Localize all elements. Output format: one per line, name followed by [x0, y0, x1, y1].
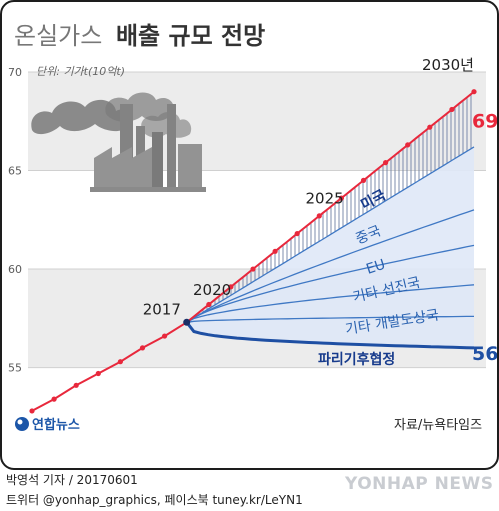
current-path-point-2012 — [73, 382, 79, 388]
reduction-area — [186, 146, 474, 348]
current-path-point-2015 — [139, 345, 146, 351]
current-path-point-2021 — [272, 248, 278, 254]
plot-area — [29, 89, 477, 414]
social-links: 트위터 @yonhap_graphics, 페이스북 tuney.kr/LeYN… — [6, 493, 303, 507]
band-line-4 — [186, 315, 474, 323]
year-label-2017: 2017 — [143, 300, 181, 318]
current-path-point-2028 — [427, 124, 433, 130]
source-label: 자료/뉴욕타임즈 — [394, 418, 482, 433]
current-path-point-2016 — [162, 333, 168, 339]
title-light: 온실가스 — [14, 22, 102, 50]
current-path-point-2026 — [383, 160, 389, 166]
year-label-2030: 2030년 — [422, 56, 474, 74]
yonhap-logo: 연합뉴스 — [15, 417, 80, 433]
year-label-2020: 2020 — [193, 281, 231, 299]
current-path-point-2011 — [51, 396, 57, 402]
y-axis: 55 60 65 70 — [8, 66, 22, 375]
band-line-3 — [186, 284, 475, 323]
current-path-line — [31, 90, 475, 412]
emissions-chart: 온실가스 배출 규모 전망 55 60 65 70 단위: 기가t(10억t) — [8, 22, 497, 433]
footer: 박영석 기자 / 20170601 트위터 @yonhap_graphics, … — [6, 470, 494, 510]
point-2017 — [183, 318, 191, 326]
current-path-point-2014 — [117, 359, 123, 365]
band-label-5: 파리기후협정 — [318, 351, 395, 368]
current-path-point-2027 — [405, 142, 411, 148]
end-value-current: 69 — [472, 111, 497, 133]
yonhap-logo-icon-dot — [17, 419, 23, 425]
band-line-5 — [185, 321, 475, 350]
band-line-1 — [186, 209, 475, 323]
year-label-2025: 2025 — [306, 190, 344, 208]
current-path-point-2020 — [250, 266, 256, 272]
byline: 박영석 기자 / 20170601 — [6, 473, 138, 487]
y-tick-60: 60 — [8, 263, 22, 276]
watermark: YONHAP NEWS — [345, 474, 494, 494]
band-line-0 — [186, 146, 475, 323]
chart-title: 온실가스 배출 규모 전망 — [14, 22, 265, 50]
unit-label: 단위: 기가t(10억t) — [36, 65, 125, 78]
y-tick-55: 55 — [8, 362, 22, 375]
y-tick-70: 70 — [8, 66, 22, 79]
current-path-point-2010 — [29, 408, 35, 414]
current-path-point-2023 — [316, 213, 322, 219]
band-label-2: EU — [364, 257, 387, 278]
y-tick-65: 65 — [8, 165, 22, 178]
current-path-point-2025 — [360, 177, 367, 183]
current-path-point-2013 — [95, 370, 101, 377]
current-path-point-2029 — [449, 106, 455, 113]
current-path-point-2018 — [206, 301, 212, 308]
title-bold: 배출 규모 전망 — [116, 22, 265, 50]
band-line-2 — [186, 244, 475, 323]
current-path-point-2024 — [338, 195, 344, 201]
yonhap-logo-text: 연합뉴스 — [32, 417, 80, 433]
chart-frame: 온실가스 배출 규모 전망 55 60 65 70 단위: 기가t(10억t) — [0, 0, 499, 470]
current-path-point-2030 — [471, 89, 477, 95]
current-path-point-2019 — [228, 284, 234, 290]
end-value-paris: 56 — [472, 343, 497, 365]
factory-smokestacks-icon — [31, 92, 206, 192]
yonhap-logo-icon — [15, 417, 29, 431]
current-path-point-2022 — [294, 230, 300, 237]
